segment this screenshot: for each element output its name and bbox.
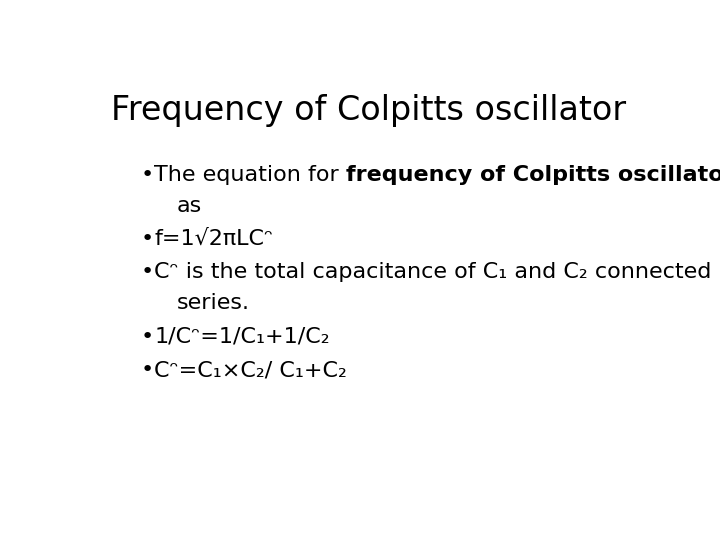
Text: series.: series.	[176, 294, 250, 314]
Text: f=1√2πLCᵔ: f=1√2πLCᵔ	[154, 229, 274, 249]
Text: •: •	[140, 165, 153, 185]
Text: Cᵔ=C₁×C₂/ C₁+C₂: Cᵔ=C₁×C₂/ C₁+C₂	[154, 360, 347, 380]
Text: •: •	[140, 360, 153, 380]
Text: •: •	[140, 327, 153, 347]
Text: •: •	[140, 229, 153, 249]
Text: Cᵔ is the total capacitance of C₁ and C₂ connected in: Cᵔ is the total capacitance of C₁ and C₂…	[154, 262, 720, 282]
Text: 1/Cᵔ=1/C₁+1/C₂: 1/Cᵔ=1/C₁+1/C₂	[154, 327, 330, 347]
Text: Frequency of Colpitts oscillator: Frequency of Colpitts oscillator	[112, 94, 626, 127]
Text: frequency of Colpitts oscillator: frequency of Colpitts oscillator	[346, 165, 720, 185]
Text: as: as	[176, 196, 202, 216]
Text: •: •	[140, 262, 153, 282]
Text: The equation for: The equation for	[154, 165, 346, 185]
